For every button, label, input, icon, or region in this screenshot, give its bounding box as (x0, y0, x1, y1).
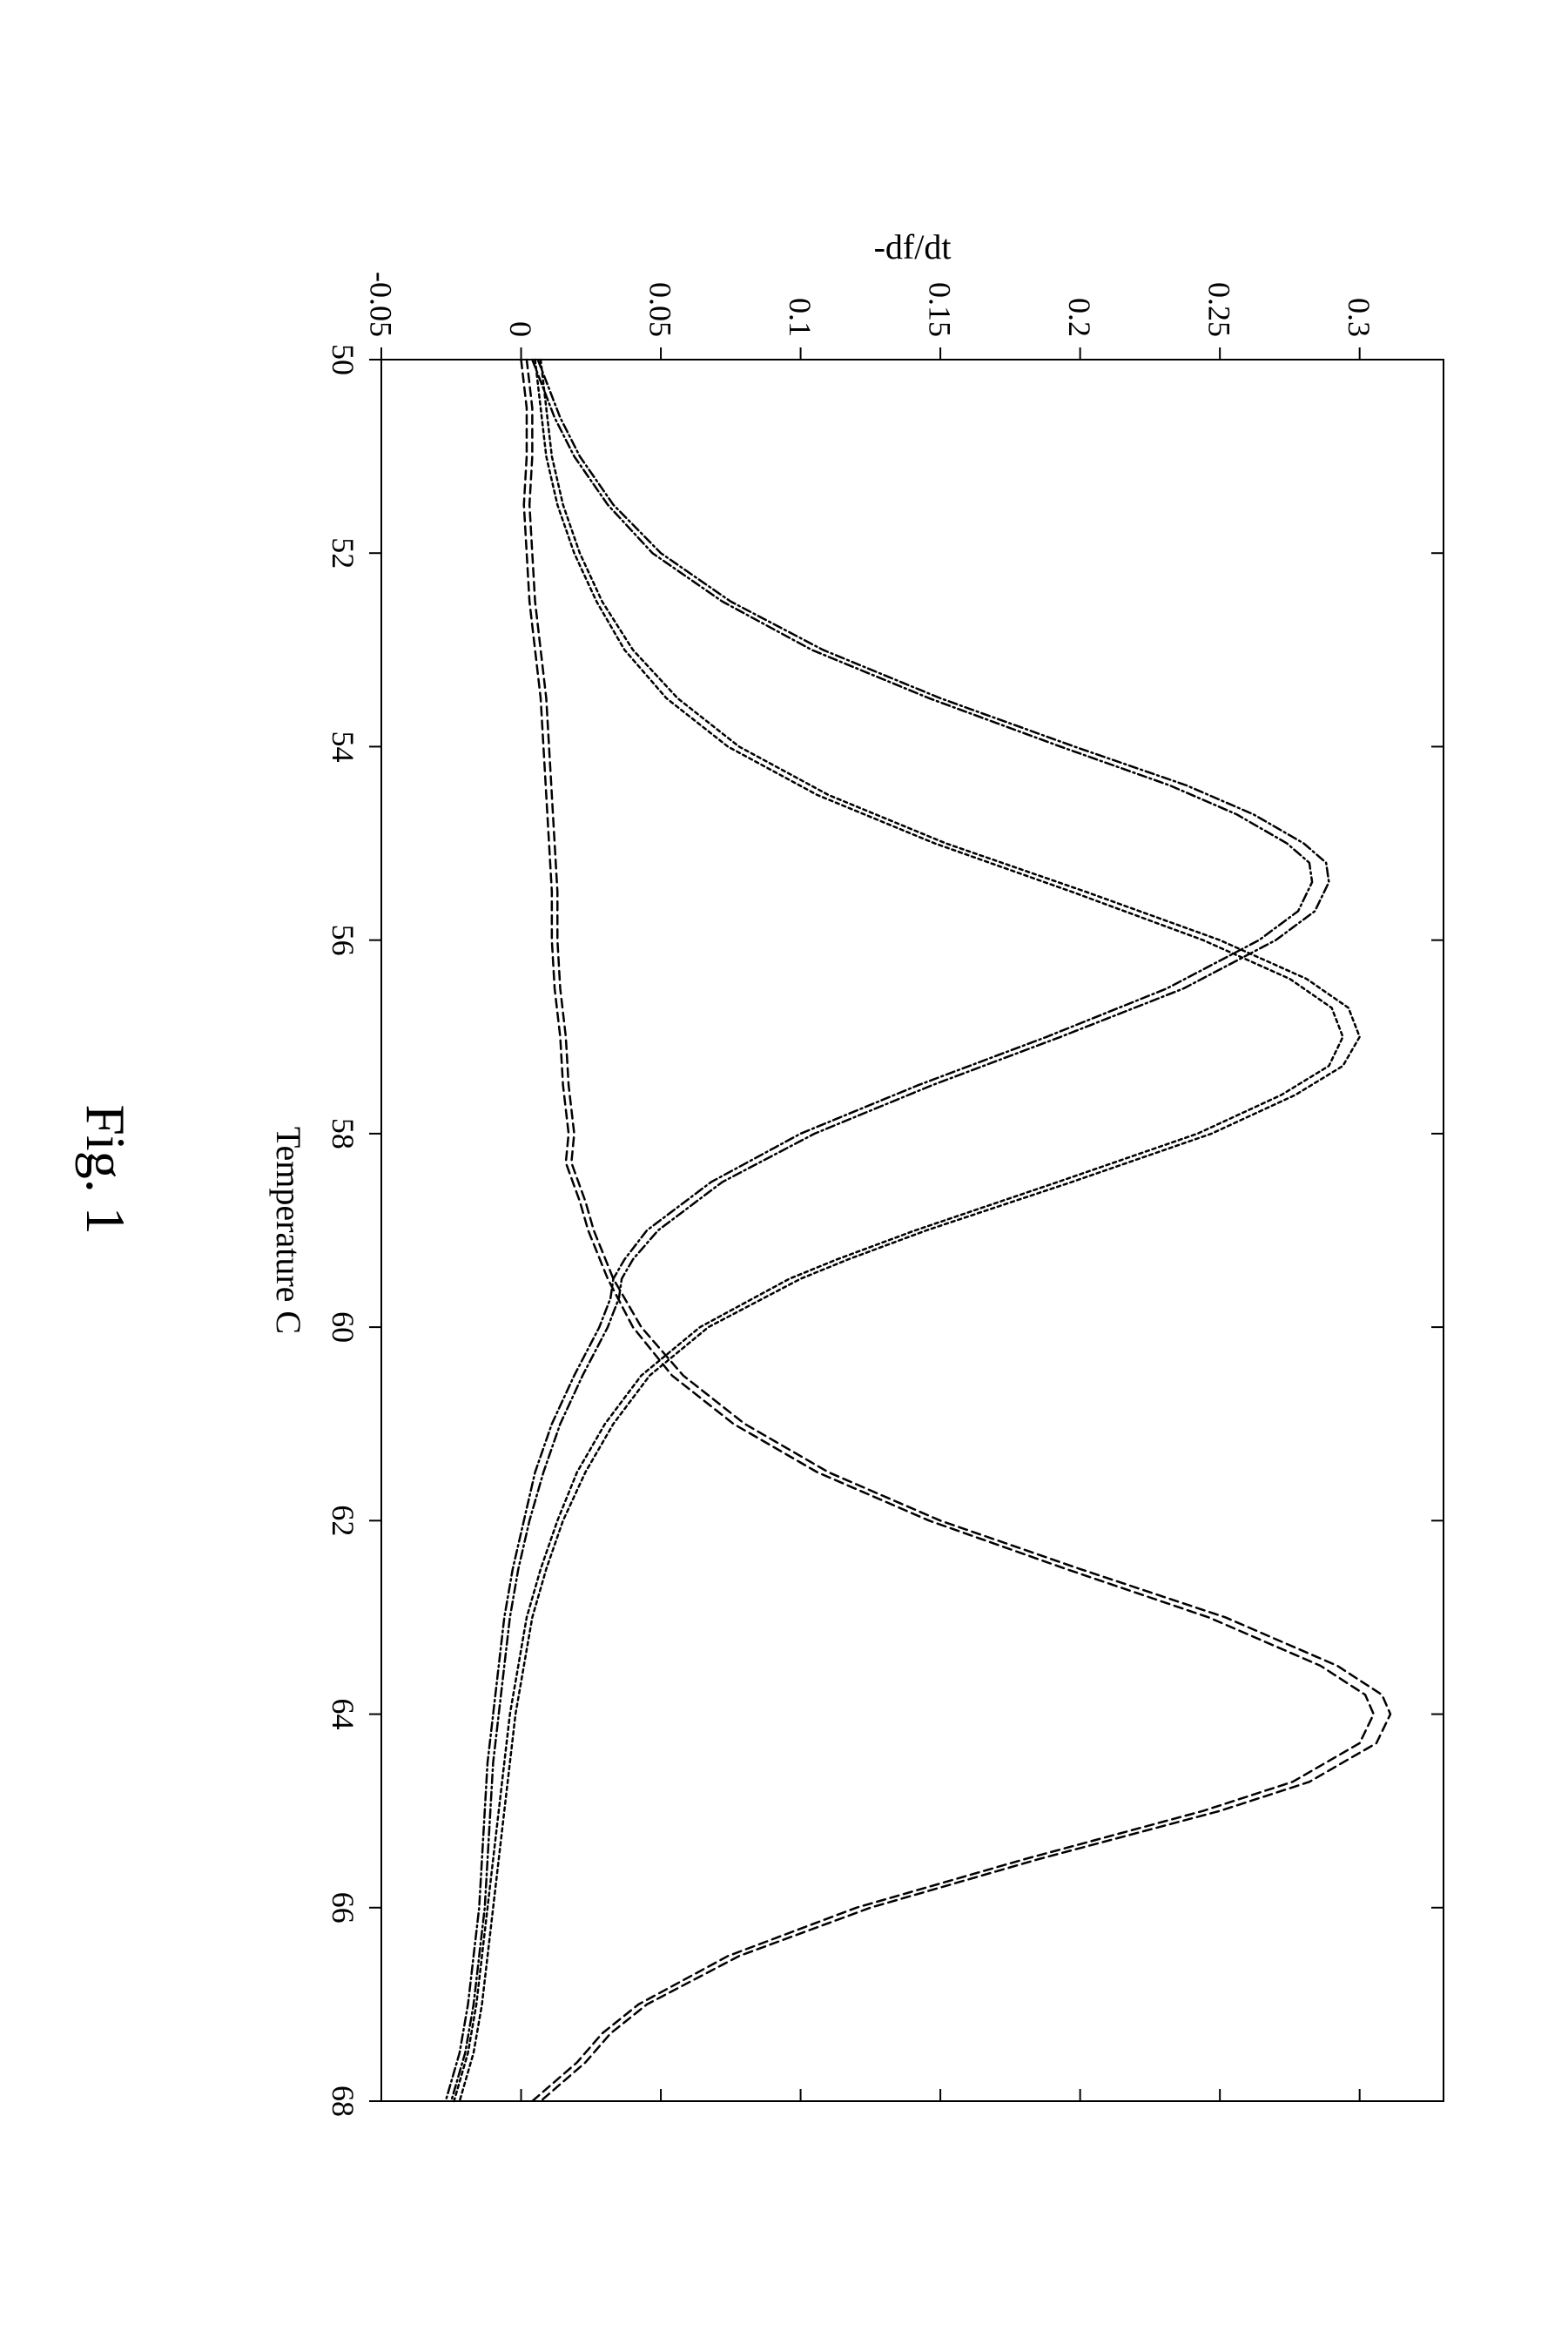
x-tick-label: 62 (326, 1505, 360, 1536)
x-tick-label: 64 (326, 1698, 360, 1729)
melting-curve-chart: 50 52 54 56 58 60 62 64 66 68 -0.05 0 0.05 0.1 0.15 0.2… (190, 168, 1496, 2171)
x-axis-label: Temperature C (269, 1126, 308, 1333)
x-tick-label: 68 (326, 2085, 360, 2117)
x-tick-label: 58 (326, 1117, 360, 1149)
chart-background (190, 168, 1496, 2171)
figure-container: 50 52 54 56 58 60 62 64 66 68 -0.05 0 0.05 0.1 0.15 0.2… (73, 168, 1496, 2171)
y-tick-label: 0.2 (1062, 298, 1097, 337)
y-tick-label: 0.25 (1201, 282, 1236, 337)
x-tick-label: 52 (326, 537, 360, 569)
figure-caption: Fig. 1 (73, 168, 138, 2171)
y-axis-label: -df/dt (873, 227, 951, 266)
x-tick-label: 60 (326, 1311, 360, 1343)
x-tick-label: 66 (326, 1891, 360, 1923)
y-tick-label: 0.3 (1342, 298, 1376, 337)
y-tick-label: 0.15 (922, 282, 957, 337)
y-tick-label: -0.05 (363, 272, 398, 337)
y-tick-label: 0.05 (643, 282, 677, 337)
x-tick-label: 50 (326, 344, 360, 375)
y-tick-label: 0.1 (782, 298, 817, 337)
y-tick-label: 0 (502, 321, 537, 337)
x-tick-label: 56 (326, 924, 360, 955)
x-tick-label: 54 (326, 731, 360, 762)
